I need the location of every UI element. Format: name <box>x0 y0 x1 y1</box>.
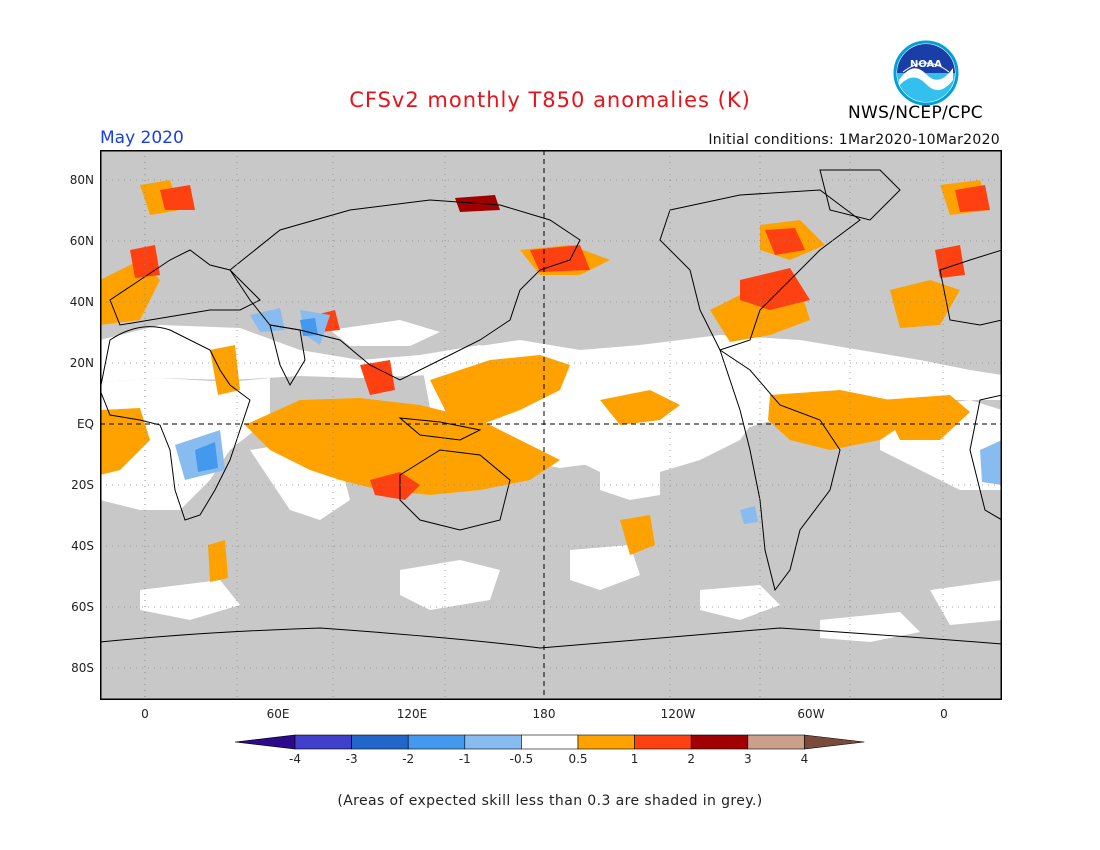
map-frame <box>100 150 1002 700</box>
color-bar <box>235 734 865 750</box>
noaa-logo: NOAA <box>893 40 959 106</box>
color-bar-box <box>407 734 466 750</box>
color-bar-tick: -0.5 <box>509 752 534 766</box>
lon-label-60w: 60W <box>797 707 825 721</box>
color-bar-arrow-low <box>235 734 296 750</box>
lon-label-180: 180 <box>532 707 556 721</box>
lat-label-40s: 40S <box>71 539 94 553</box>
color-bar-tick: 3 <box>743 752 752 766</box>
color-bar-tick: -1 <box>458 752 471 766</box>
color-bar-box <box>690 734 749 750</box>
lat-label-20n: 20N <box>69 356 94 370</box>
color-bar-box <box>577 734 635 750</box>
color-bar-tick: 2 <box>687 752 695 766</box>
lon-label-0-right: 0 <box>940 707 948 721</box>
lon-label-120w: 120W <box>660 707 696 721</box>
color-bar-box <box>294 734 352 750</box>
forecast-month: May 2020 <box>100 128 184 148</box>
lat-label-80s: 80S <box>71 661 94 675</box>
color-bar-box <box>634 734 692 750</box>
lat-label-eq: EQ <box>76 417 94 431</box>
color-bar-tick: 1 <box>630 752 639 766</box>
color-bar-box <box>351 734 409 750</box>
color-bar-box <box>464 734 522 750</box>
lat-label-20s: 20S <box>71 478 94 492</box>
color-bar-tick: -3 <box>345 752 358 766</box>
lat-label-80n: 80N <box>69 173 94 187</box>
noaa-logo-text: NOAA <box>910 59 942 70</box>
color-bar-arrow-high <box>804 734 865 750</box>
initial-conditions: Initial conditions: 1Mar2020-10Mar2020 <box>708 132 1000 148</box>
lat-label-60n: 60N <box>69 234 94 248</box>
coastlines <box>100 169 1002 649</box>
color-bar-box <box>521 734 579 750</box>
color-bar-tick: -2 <box>402 752 415 766</box>
chart-title: CFSv2 monthly T850 anomalies (K) <box>349 88 751 112</box>
color-bar-tick: -4 <box>289 752 301 766</box>
color-bar-tick: 0.5 <box>568 752 588 766</box>
color-bar-box <box>747 734 805 750</box>
color-bar-tick: 4 <box>800 752 809 766</box>
lat-label-60s: 60S <box>71 600 94 614</box>
anomaly-map <box>100 150 1002 700</box>
lon-label-60e: 60E <box>266 707 290 721</box>
lon-label-0: 0 <box>141 707 149 721</box>
lon-label-120e: 120E <box>396 707 428 721</box>
lat-label-40n: 40N <box>69 295 94 309</box>
agency-label: NWS/NCEP/CPC <box>848 103 983 123</box>
footnote: (Areas of expected skill less than 0.3 a… <box>337 793 763 809</box>
grid-lines <box>100 150 1002 700</box>
